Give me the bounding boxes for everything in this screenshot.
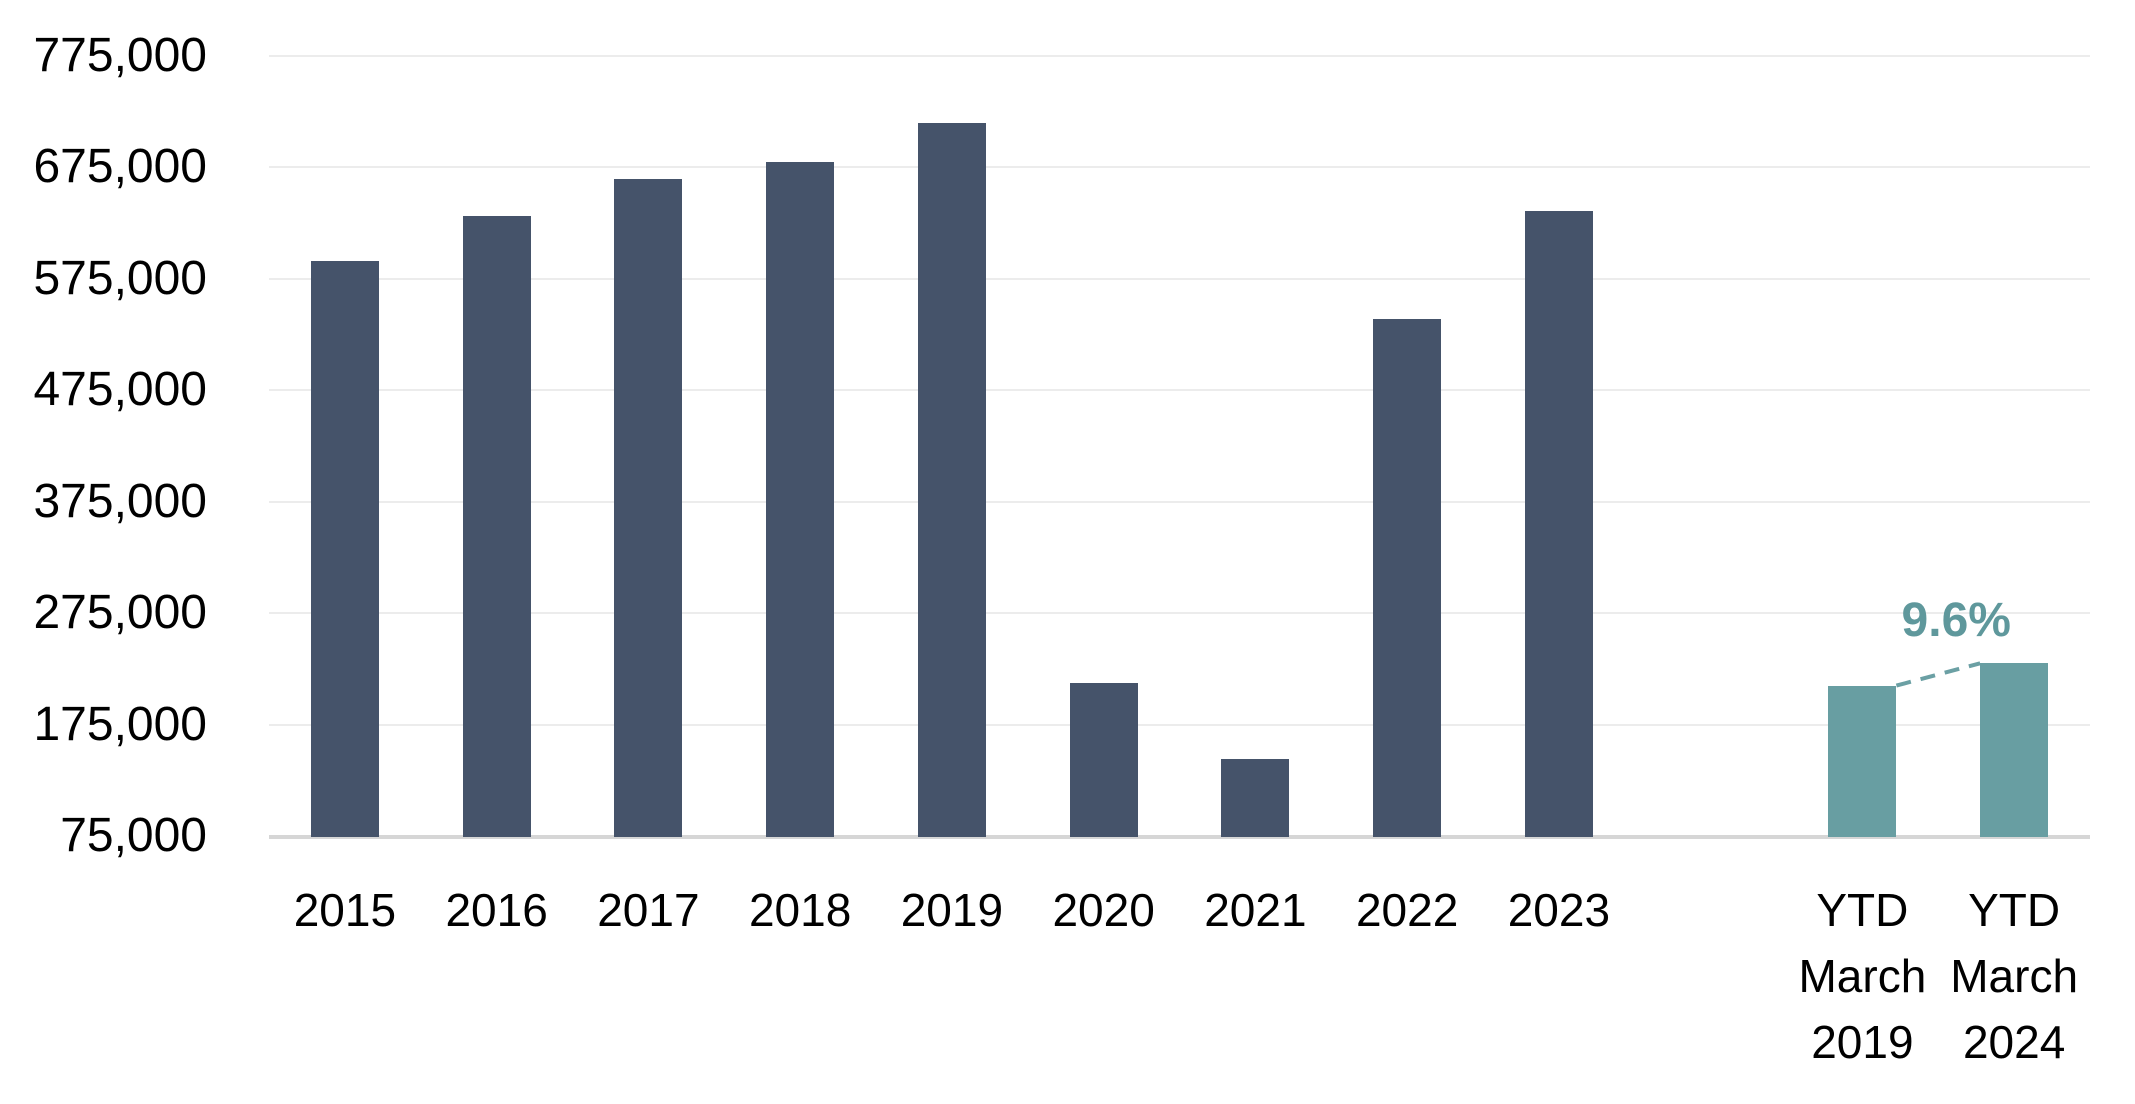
gridline	[269, 55, 2090, 57]
gridline	[269, 166, 2090, 169]
bar-2022	[1373, 318, 1442, 837]
bar-2016	[462, 216, 531, 837]
x-axis-label-2023: 2023	[1507, 884, 1611, 936]
gridline	[269, 277, 2090, 280]
x-axis-label-ytd-march-2024: YTD March 2024	[1950, 884, 2079, 1068]
x-axis-label-2022: 2022	[1355, 884, 1459, 936]
gridline	[269, 500, 2090, 503]
x-axis-baseline	[269, 835, 2090, 839]
bar-2021	[1221, 759, 1290, 837]
x-axis-label-2017: 2017	[597, 884, 700, 936]
y-axis-tick-label: 275,000	[33, 586, 207, 640]
bar-ytd-march-2024	[1980, 663, 2049, 837]
x-axis-label-ytd-march-2019: YTD March 2019	[1798, 884, 1927, 1068]
y-axis-tick-label: 675,000	[33, 140, 207, 194]
bar-2023	[1524, 210, 1593, 837]
dashed-growth-line	[1895, 661, 1981, 688]
bar-2019	[917, 122, 986, 837]
x-axis-label-2015: 2015	[293, 884, 397, 936]
bar-2015	[310, 261, 379, 837]
x-axis-label-2020: 2020	[1052, 884, 1155, 936]
y-axis-tick-label: 175,000	[33, 697, 207, 751]
bar-2017	[614, 178, 683, 837]
gridline	[269, 723, 2090, 726]
y-axis-tick-label: 475,000	[33, 363, 207, 417]
bar-2018	[766, 161, 835, 837]
y-axis-tick-label: 575,000	[33, 251, 207, 305]
x-axis-label-2018: 2018	[748, 884, 852, 936]
x-axis-label-2016: 2016	[445, 884, 548, 936]
x-axis-label-2019: 2019	[900, 884, 1004, 936]
gridline	[269, 389, 2090, 392]
y-axis-tick-label: 75,000	[60, 809, 207, 862]
y-axis-tick-label: 775,000	[33, 29, 207, 82]
gridline	[269, 612, 2090, 615]
growth-percentage-label: 9.6%	[1901, 594, 2011, 648]
y-axis-tick-label: 375,000	[33, 474, 207, 528]
bar-2020	[1069, 683, 1138, 837]
bar-ytd-march-2019	[1828, 685, 1897, 837]
x-axis-label-2021: 2021	[1204, 884, 1307, 936]
